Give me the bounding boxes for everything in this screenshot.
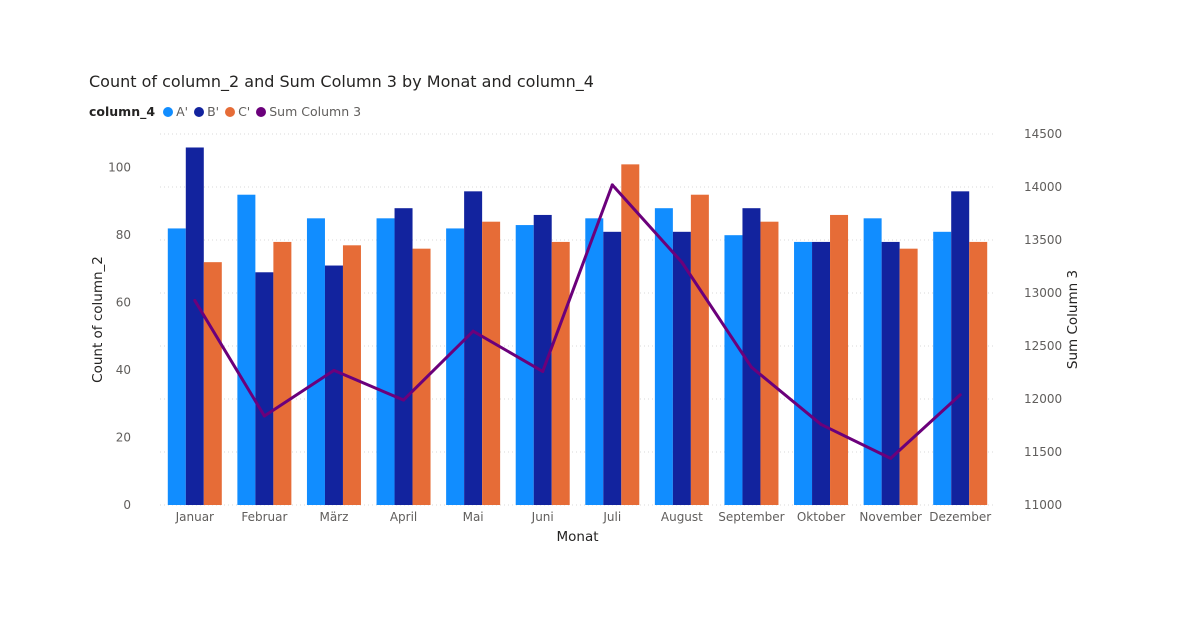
- x-tick-label: August: [661, 510, 703, 524]
- bar[interactable]: [603, 231, 622, 506]
- bar[interactable]: [255, 272, 274, 505]
- legend-marker-b: [194, 106, 205, 117]
- y2-tick-label: 13500: [1024, 233, 1062, 247]
- bar[interactable]: [951, 191, 970, 505]
- bar[interactable]: [237, 194, 256, 505]
- line-point[interactable]: [819, 422, 823, 426]
- y2-tick-label: 14500: [1024, 127, 1062, 141]
- bar[interactable]: [167, 228, 186, 505]
- line-point[interactable]: [958, 393, 962, 397]
- bar[interactable]: [899, 248, 918, 505]
- line-point[interactable]: [402, 398, 406, 402]
- y-tick-label: 20: [116, 431, 131, 445]
- bar[interactable]: [794, 241, 813, 505]
- bar[interactable]: [185, 147, 204, 505]
- y2-tick-label: 11500: [1024, 445, 1062, 459]
- bar[interactable]: [933, 231, 952, 506]
- y2-tick-label: 11000: [1024, 498, 1062, 512]
- y2-tick-label: 14000: [1024, 180, 1062, 194]
- y-tick-label: 60: [116, 296, 131, 310]
- bar[interactable]: [376, 218, 395, 505]
- legend-item-sum-column-3[interactable]: Sum Column 3: [256, 104, 361, 119]
- bar[interactable]: [654, 208, 673, 505]
- y2-tick-label: 13000: [1024, 286, 1062, 300]
- line-point[interactable]: [262, 414, 266, 418]
- legend-item-c[interactable]: C': [225, 104, 250, 119]
- legend-item-a[interactable]: A': [163, 104, 188, 119]
- line-point[interactable]: [193, 298, 197, 302]
- x-tick-label: Februar: [241, 510, 287, 524]
- x-axis-title: Monat: [556, 529, 598, 545]
- bar[interactable]: [969, 241, 988, 505]
- bar[interactable]: [394, 208, 413, 505]
- line-point[interactable]: [749, 365, 753, 369]
- y2-tick-label: 12500: [1024, 339, 1062, 353]
- chart-title: Count of column_2 and Sum Column 3 by Mo…: [89, 72, 594, 91]
- legend: column_4 A' B' C' Sum Column 3: [89, 104, 367, 119]
- bar[interactable]: [324, 265, 343, 505]
- bar[interactable]: [533, 214, 552, 506]
- legend-marker-c: [225, 106, 236, 117]
- x-tick-label: November: [859, 510, 921, 524]
- bar[interactable]: [830, 214, 849, 506]
- line-point[interactable]: [471, 329, 475, 333]
- y-tick-label: 100: [108, 161, 131, 175]
- bar[interactable]: [203, 262, 222, 505]
- bar[interactable]: [482, 221, 501, 505]
- legend-label-sum-column-3: Sum Column 3: [269, 104, 362, 119]
- line-point[interactable]: [680, 260, 684, 264]
- bar[interactable]: [515, 225, 534, 505]
- legend-label-b: B': [207, 104, 220, 119]
- bar[interactable]: [724, 235, 743, 505]
- y-tick-label: 0: [123, 498, 131, 512]
- bar[interactable]: [672, 231, 691, 506]
- bar[interactable]: [742, 208, 761, 505]
- x-tick-label: Juni: [531, 510, 554, 524]
- bar[interactable]: [863, 218, 882, 505]
- x-tick-label: Mai: [463, 510, 484, 524]
- legend-item-b[interactable]: B': [194, 104, 219, 119]
- bar[interactable]: [621, 164, 640, 505]
- legend-label-c: C': [238, 104, 251, 119]
- bar[interactable]: [812, 241, 831, 505]
- y-tick-label: 80: [116, 228, 131, 242]
- bar[interactable]: [881, 241, 900, 505]
- x-tick-label: März: [319, 510, 348, 524]
- bar[interactable]: [306, 218, 325, 505]
- legend-label-a: A': [176, 104, 189, 119]
- line-series-sum-column-3[interactable]: [193, 183, 962, 460]
- y-tick-label: 40: [116, 363, 131, 377]
- line-point[interactable]: [332, 368, 336, 372]
- y2-axis-title: Sum Column 3: [1065, 270, 1081, 369]
- x-tick-label: September: [718, 510, 784, 524]
- bar[interactable]: [446, 228, 465, 505]
- x-tick-label: Juli: [602, 510, 621, 524]
- x-tick-label: Januar: [175, 510, 214, 524]
- x-tick-label: April: [390, 510, 417, 524]
- legend-marker-sum-column-3: [256, 106, 267, 117]
- bar[interactable]: [273, 241, 292, 505]
- bar[interactable]: [412, 248, 431, 505]
- x-tick-label: Oktober: [797, 510, 845, 524]
- bar[interactable]: [464, 191, 483, 505]
- line-point[interactable]: [541, 369, 545, 373]
- bar[interactable]: [342, 245, 361, 506]
- x-tick-label: Dezember: [929, 510, 991, 524]
- bar[interactable]: [585, 218, 604, 505]
- line-point[interactable]: [610, 183, 614, 187]
- bar[interactable]: [551, 241, 570, 505]
- y2-tick-label: 12000: [1024, 392, 1062, 406]
- y-axis-title: Count of column_2: [90, 256, 106, 383]
- legend-marker-a: [163, 106, 174, 117]
- bar[interactable]: [760, 221, 779, 505]
- legend-title: column_4: [89, 104, 156, 119]
- bar[interactable]: [690, 194, 709, 505]
- line-point[interactable]: [889, 456, 893, 460]
